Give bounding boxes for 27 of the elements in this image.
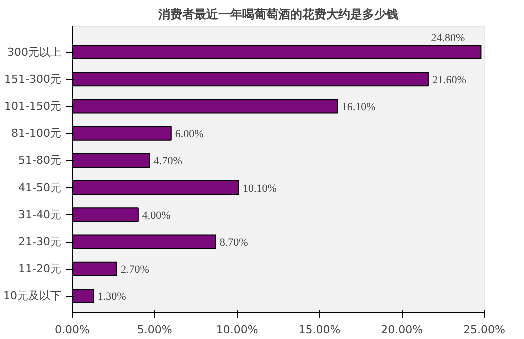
y-tick-label: 41-50元 xyxy=(18,181,62,194)
x-tick-label: 10.00% xyxy=(216,324,258,336)
data-label: 8.70% xyxy=(220,237,248,250)
data-label: 1.30% xyxy=(98,291,126,304)
y-tick-label: 300元以上 xyxy=(8,46,62,59)
y-tick-label: 81-100元 xyxy=(12,127,62,140)
x-tick-label: 25.00% xyxy=(464,324,506,336)
data-label: 24.80% xyxy=(431,32,466,44)
data-label: 4.70% xyxy=(154,156,182,168)
data-label: 6.00% xyxy=(175,128,204,141)
y-tick-label: 51-80元 xyxy=(18,154,62,168)
y-tick-label: 11-20元 xyxy=(18,262,62,276)
data-label: 16.10% xyxy=(342,101,376,114)
data-label: 21.60% xyxy=(432,74,466,86)
x-tick-label: 0.00% xyxy=(55,324,90,336)
y-tick-label: 101-150元 xyxy=(4,100,62,113)
y-tick-label: 31-40元 xyxy=(18,208,62,222)
data-label: 4.00% xyxy=(142,210,171,222)
chart-title: 消费者最近一年喝葡萄酒的花费大约是多少钱 xyxy=(158,8,398,22)
data-label: 10.10% xyxy=(242,182,277,195)
data-label: 2.70% xyxy=(120,264,150,276)
x-tick-label: 5.00% xyxy=(137,324,172,336)
x-tick-label: 20.00% xyxy=(381,324,424,336)
y-tick-label: 21-30元 xyxy=(18,236,62,249)
y-tick-label: 151-300元 xyxy=(4,72,62,86)
y-tick-label: 10元及以下 xyxy=(4,290,62,303)
x-tick-label: 15.00% xyxy=(298,324,341,336)
